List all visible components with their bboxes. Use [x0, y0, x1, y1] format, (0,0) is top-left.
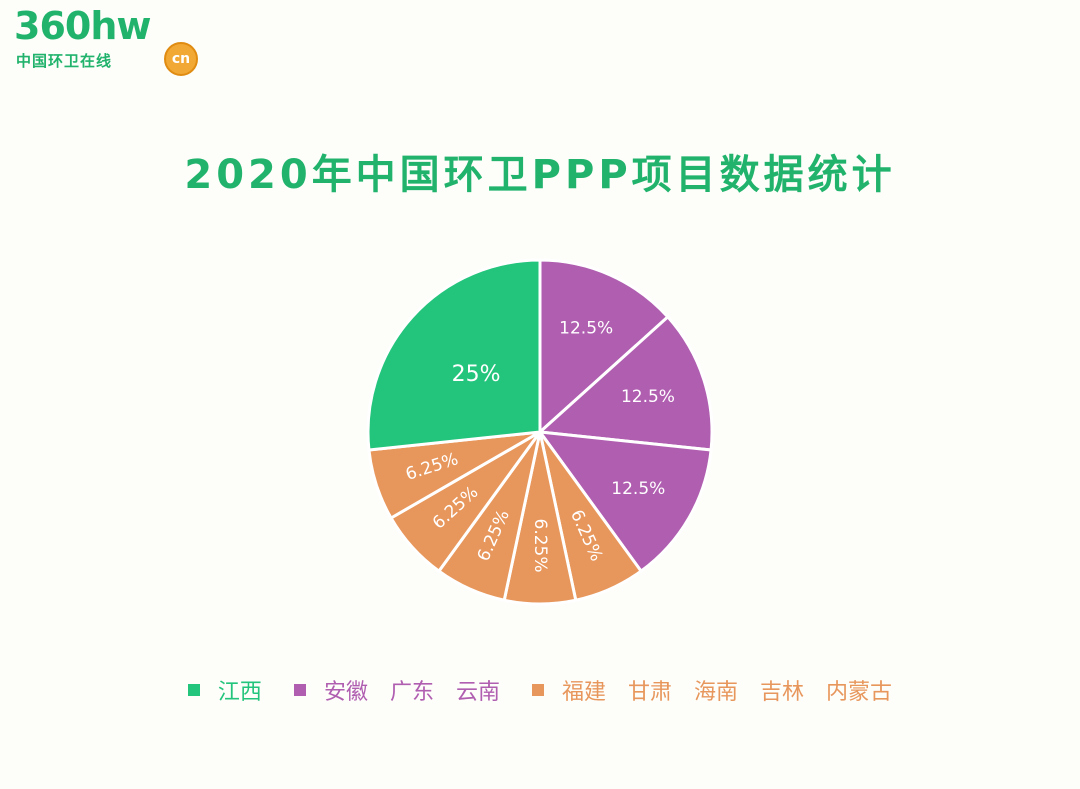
logo-wordmark: 360hw — [14, 4, 151, 48]
legend-label: 云南 — [455, 680, 500, 705]
legend-label: 福建 — [561, 680, 606, 705]
legend-label: 安徽 — [323, 680, 368, 705]
legend-swatch-purple — [293, 684, 306, 696]
pie-chart: 12.5%12.5%12.5%6.25%6.25%6.25%6.25%6.25%… — [366, 258, 714, 606]
legend-label: 广东 — [389, 680, 434, 705]
pie-slice-label-3: 12.5% — [611, 479, 665, 499]
pie-slice-label-1: 12.5% — [559, 318, 613, 338]
pie-slice-label-5: 6.25% — [530, 519, 550, 573]
legend-label: 吉林 — [760, 680, 805, 705]
legend-group-purple: 安徽 广东 云南 — [293, 674, 500, 706]
legend-label: 甘肃 — [628, 680, 673, 705]
pie-slice-2 — [536, 314, 714, 452]
logo-subtitle: 中国环卫在线 — [16, 52, 113, 70]
legend-label: 江西 — [217, 680, 262, 705]
pie-slice-1 — [538, 258, 670, 436]
legend-group-orange: 福建 甘肃 海南 吉林 内蒙古 — [531, 674, 893, 706]
legend-group-green: 江西 — [187, 674, 262, 706]
pie-slice-label-2: 12.5% — [621, 387, 675, 407]
legend-label: 内蒙古 — [826, 680, 893, 705]
pie-slice-9 — [366, 258, 542, 452]
pie-slice-label-9: 25% — [452, 362, 501, 387]
legend-swatch-green — [187, 684, 200, 696]
pie-slice-3 — [536, 430, 713, 574]
legend-label: 海南 — [694, 680, 739, 705]
chart-title: 2020年中国环卫PPP项目数据统计 — [184, 152, 896, 198]
legend-swatch-orange — [531, 684, 544, 696]
logo-badge: cn — [164, 42, 198, 76]
chart-legend: 江西 安徽 广东 云南 福建 甘肃 海南 吉林 内蒙古 — [0, 674, 1080, 706]
logo: 360hw 中国环卫在线 cn — [14, 4, 204, 76]
